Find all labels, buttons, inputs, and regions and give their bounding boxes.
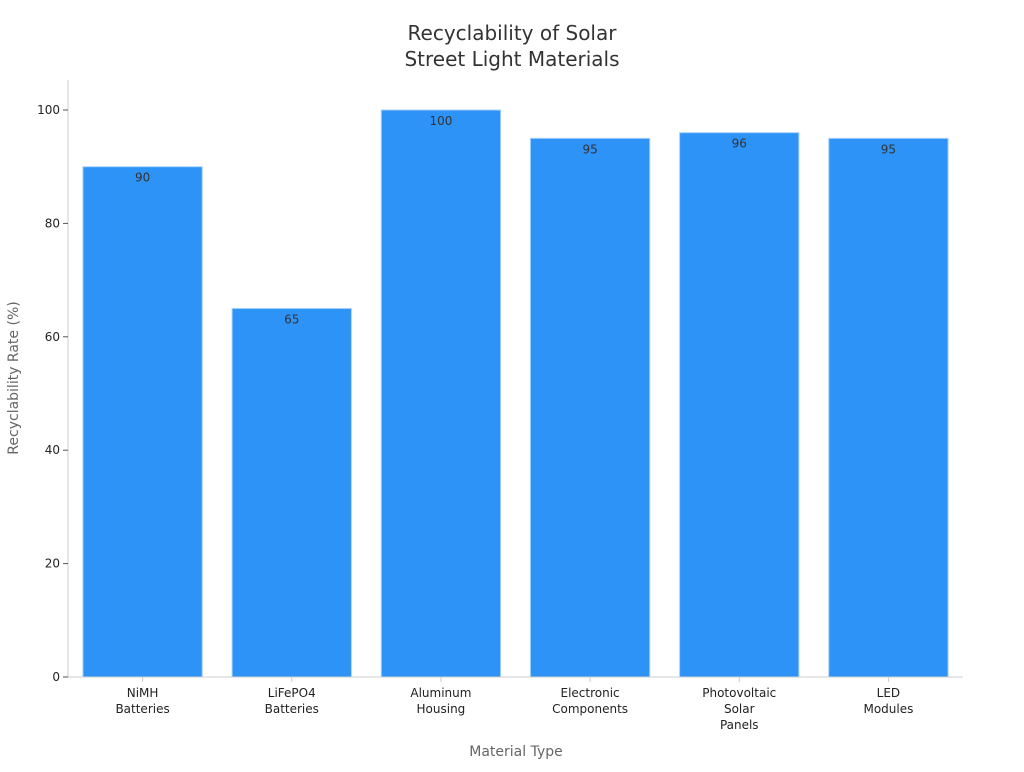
x-tick-label: Aluminum: [410, 686, 471, 700]
bar: [679, 132, 800, 678]
y-axis-label: Recyclability Rate (%): [6, 301, 22, 454]
bar: [82, 166, 203, 678]
x-tick-label: Electronic: [561, 686, 620, 700]
y-tick-label: 0: [52, 670, 60, 684]
y-tick-label: 20: [45, 557, 60, 571]
x-tick-label: Batteries: [115, 702, 169, 716]
x-tick-label: Panels: [720, 718, 759, 732]
x-tick-label: LED: [877, 686, 901, 700]
bar: [380, 109, 502, 678]
chart-title-line-1: Recyclability of Solar: [408, 21, 618, 45]
y-tick-label: 60: [45, 330, 60, 344]
bar-data-label: 90: [135, 171, 150, 185]
x-tick-label: Batteries: [265, 702, 319, 716]
bar: [828, 137, 949, 678]
bar-data-label: 65: [284, 312, 299, 326]
y-tick-label: 100: [37, 103, 60, 117]
x-tick-label: LiFePO4: [268, 686, 316, 700]
x-tick-label: Housing: [417, 702, 466, 716]
x-tick-label: Solar: [724, 702, 755, 716]
y-tick-label: 40: [45, 443, 60, 457]
x-tick-label: Modules: [863, 702, 913, 716]
bar: [529, 137, 651, 678]
bar-data-label: 96: [732, 137, 747, 151]
bar-data-label: 95: [881, 142, 896, 156]
bar: [231, 307, 352, 678]
x-tick-label: Components: [552, 702, 628, 716]
y-tick-label: 80: [45, 216, 60, 230]
x-axis-label: Material Type: [469, 744, 562, 760]
bar-data-label: 100: [429, 114, 452, 128]
x-tick-label: Photovoltaic: [702, 686, 776, 700]
x-tick-label: NiMH: [127, 686, 159, 700]
chart-title-line-2: Street Light Materials: [404, 47, 619, 71]
bar-data-label: 95: [582, 142, 597, 156]
